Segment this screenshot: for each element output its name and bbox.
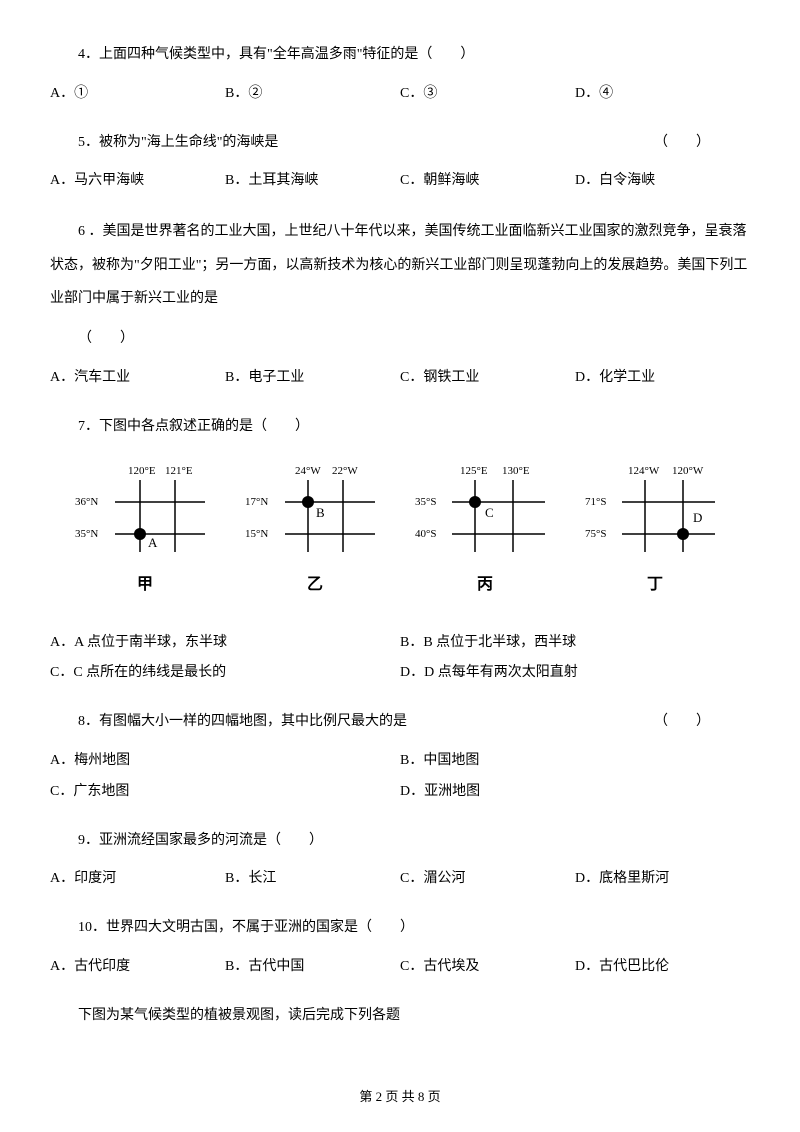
q8-optA: A．梅州地图 xyxy=(50,746,400,777)
q7-options: A．A 点位于南半球，东半球 B．B 点位于北半球，西半球 C．C 点所在的纬线… xyxy=(50,628,750,690)
q4-optC: C．③ xyxy=(400,79,575,110)
svg-text:130°E: 130°E xyxy=(502,465,530,477)
q7-text: 7．下图中各点叙述正确的是（ ） xyxy=(50,412,750,443)
q5-optA: A．马六甲海峡 xyxy=(50,166,225,197)
svg-text:40°S: 40°S xyxy=(415,528,437,540)
diagram-ding: 124°W 120°W 71°S 75°S D 丁 xyxy=(580,462,730,602)
q10-options: A．古代印度 B．古代中国 C．古代埃及 D．古代巴比伦 xyxy=(50,952,750,983)
svg-text:36°N: 36°N xyxy=(75,496,98,508)
q6-optB: B．电子工业 xyxy=(225,363,400,394)
q5-options: A．马六甲海峡 B．土耳其海峡 C．朝鲜海峡 D．白令海峡 xyxy=(50,166,750,197)
label-ding: 丁 xyxy=(580,567,730,602)
q7-optB: B．B 点位于北半球，西半球 xyxy=(400,628,750,659)
svg-text:71°S: 71°S xyxy=(585,496,607,508)
svg-text:15°N: 15°N xyxy=(245,528,268,540)
q8-options: A．梅州地图 B．中国地图 C．广东地图 D．亚洲地图 xyxy=(50,746,750,808)
q9-optB: B．长江 xyxy=(225,864,400,895)
q8-line: 8．有图幅大小一样的四幅地图，其中比例尺最大的是 （ ） xyxy=(50,707,750,738)
q10-optD: D．古代巴比伦 xyxy=(575,952,750,983)
svg-text:35°N: 35°N xyxy=(75,528,98,540)
q6-text: 6 ．美国是世界著名的工业大国，上世纪八十年代以来，美国传统工业面临新兴工业国家… xyxy=(50,215,750,316)
svg-text:75°S: 75°S xyxy=(585,528,607,540)
svg-text:17°N: 17°N xyxy=(245,496,268,508)
svg-text:C: C xyxy=(485,505,494,520)
q9-optA: A．印度河 xyxy=(50,864,225,895)
diagram-jia: 120°E 121°E 36°N 35°N A 甲 xyxy=(70,462,220,602)
q5-line: 5．被称为"海上生命线"的海峡是 （ ） xyxy=(50,128,750,159)
svg-text:35°S: 35°S xyxy=(415,496,437,508)
q4-optA: A．① xyxy=(50,79,225,110)
label-bing: 丙 xyxy=(410,567,560,602)
label-jia: 甲 xyxy=(70,567,220,602)
q8-text: 8．有图幅大小一样的四幅地图，其中比例尺最大的是 xyxy=(50,707,407,738)
svg-text:121°E: 121°E xyxy=(165,465,193,477)
q4-options: A．① B．② C．③ D．④ xyxy=(50,79,750,110)
q9-optC: C．湄公河 xyxy=(400,864,575,895)
q4-text: 4．上面四种气候类型中，具有"全年高温多雨"特征的是（ ） xyxy=(50,40,750,71)
svg-text:120°E: 120°E xyxy=(128,465,156,477)
q5-text: 5．被称为"海上生命线"的海峡是 xyxy=(50,128,278,159)
q10-optB: B．古代中国 xyxy=(225,952,400,983)
svg-text:124°W: 124°W xyxy=(628,465,660,477)
q6-optC: C．钢铁工业 xyxy=(400,363,575,394)
q4-optD: D．④ xyxy=(575,79,750,110)
q6-paren: （ ） xyxy=(50,324,750,355)
q9-optD: D．底格里斯河 xyxy=(575,864,750,895)
q9-text: 9．亚洲流经国家最多的河流是（ ） xyxy=(50,826,750,857)
q8-optD: D．亚洲地图 xyxy=(400,777,750,808)
page-footer: 第 2 页 共 8 页 xyxy=(0,1083,800,1112)
svg-text:24°W: 24°W xyxy=(295,465,321,477)
q10-text: 10．世界四大文明古国，不属于亚洲的国家是（ ） xyxy=(50,913,750,944)
q7-optA: A．A 点位于南半球，东半球 xyxy=(50,628,400,659)
q8-paren: （ ） xyxy=(626,707,710,738)
q8-optB: B．中国地图 xyxy=(400,746,750,777)
svg-text:125°E: 125°E xyxy=(460,465,488,477)
label-yi: 乙 xyxy=(240,567,390,602)
svg-text:B: B xyxy=(316,505,325,520)
q8-optC: C．广东地图 xyxy=(50,777,400,808)
q4-optB: B．② xyxy=(225,79,400,110)
q9-options: A．印度河 B．长江 C．湄公河 D．底格里斯河 xyxy=(50,864,750,895)
q5-paren: （ ） xyxy=(626,128,710,159)
svg-text:A: A xyxy=(148,535,158,550)
svg-text:22°W: 22°W xyxy=(332,465,358,477)
q5-optB: B．土耳其海峡 xyxy=(225,166,400,197)
q6-optA: A．汽车工业 xyxy=(50,363,225,394)
svg-text:D: D xyxy=(693,510,702,525)
q6-options: A．汽车工业 B．电子工业 C．钢铁工业 D．化学工业 xyxy=(50,363,750,394)
q5-optD: D．白令海峡 xyxy=(575,166,750,197)
diagram-area: 120°E 121°E 36°N 35°N A 甲 24°W 22°W 17°N… xyxy=(50,462,750,602)
q10-optA: A．古代印度 xyxy=(50,952,225,983)
trailing-text: 下图为某气候类型的植被景观图，读后完成下列各题 xyxy=(50,1001,750,1032)
svg-text:120°W: 120°W xyxy=(672,465,704,477)
q7-optC: C．C 点所在的纬线是最长的 xyxy=(50,658,400,689)
q6-optD: D．化学工业 xyxy=(575,363,750,394)
diagram-bing: 125°E 130°E 35°S 40°S C 丙 xyxy=(410,462,560,602)
q7-optD: D．D 点每年有两次太阳直射 xyxy=(400,658,750,689)
q10-optC: C．古代埃及 xyxy=(400,952,575,983)
q5-optC: C．朝鲜海峡 xyxy=(400,166,575,197)
diagram-yi: 24°W 22°W 17°N 15°N B 乙 xyxy=(240,462,390,602)
